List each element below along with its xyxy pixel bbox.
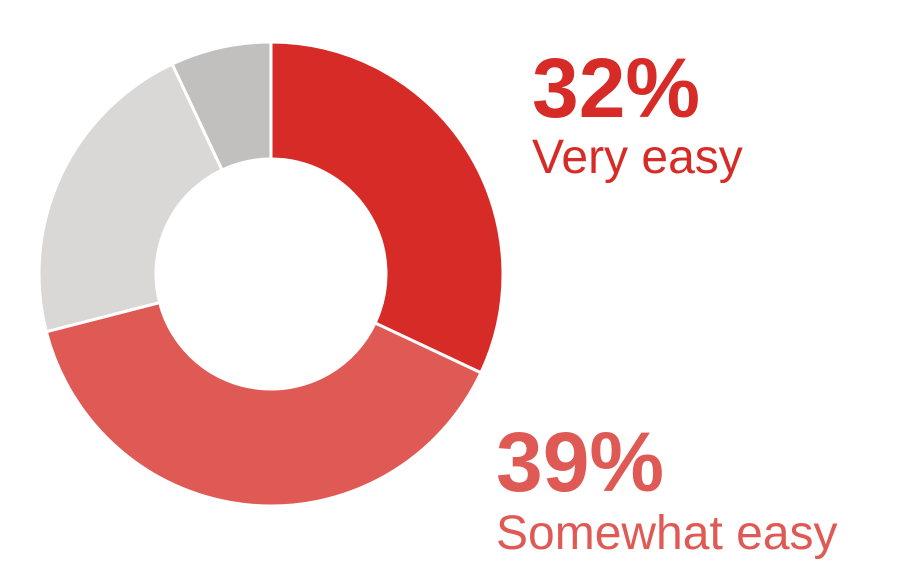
somewhat-easy-label: Somewhat easy [496, 507, 838, 560]
callout-very-easy: 32% Very easy [532, 46, 743, 182]
somewhat-easy-percent: 39% [496, 415, 665, 509]
very-easy-percent: 32% [532, 41, 701, 135]
donut-slices [37, 40, 505, 508]
donut-slice-1 [269, 40, 505, 375]
callout-somewhat-easy: 39% Somewhat easy [496, 420, 838, 558]
donut-slice-2 [44, 301, 483, 508]
donut-slice-3 [37, 62, 224, 334]
very-easy-label: Very easy [532, 131, 743, 184]
donut-slice-4 [170, 40, 273, 172]
